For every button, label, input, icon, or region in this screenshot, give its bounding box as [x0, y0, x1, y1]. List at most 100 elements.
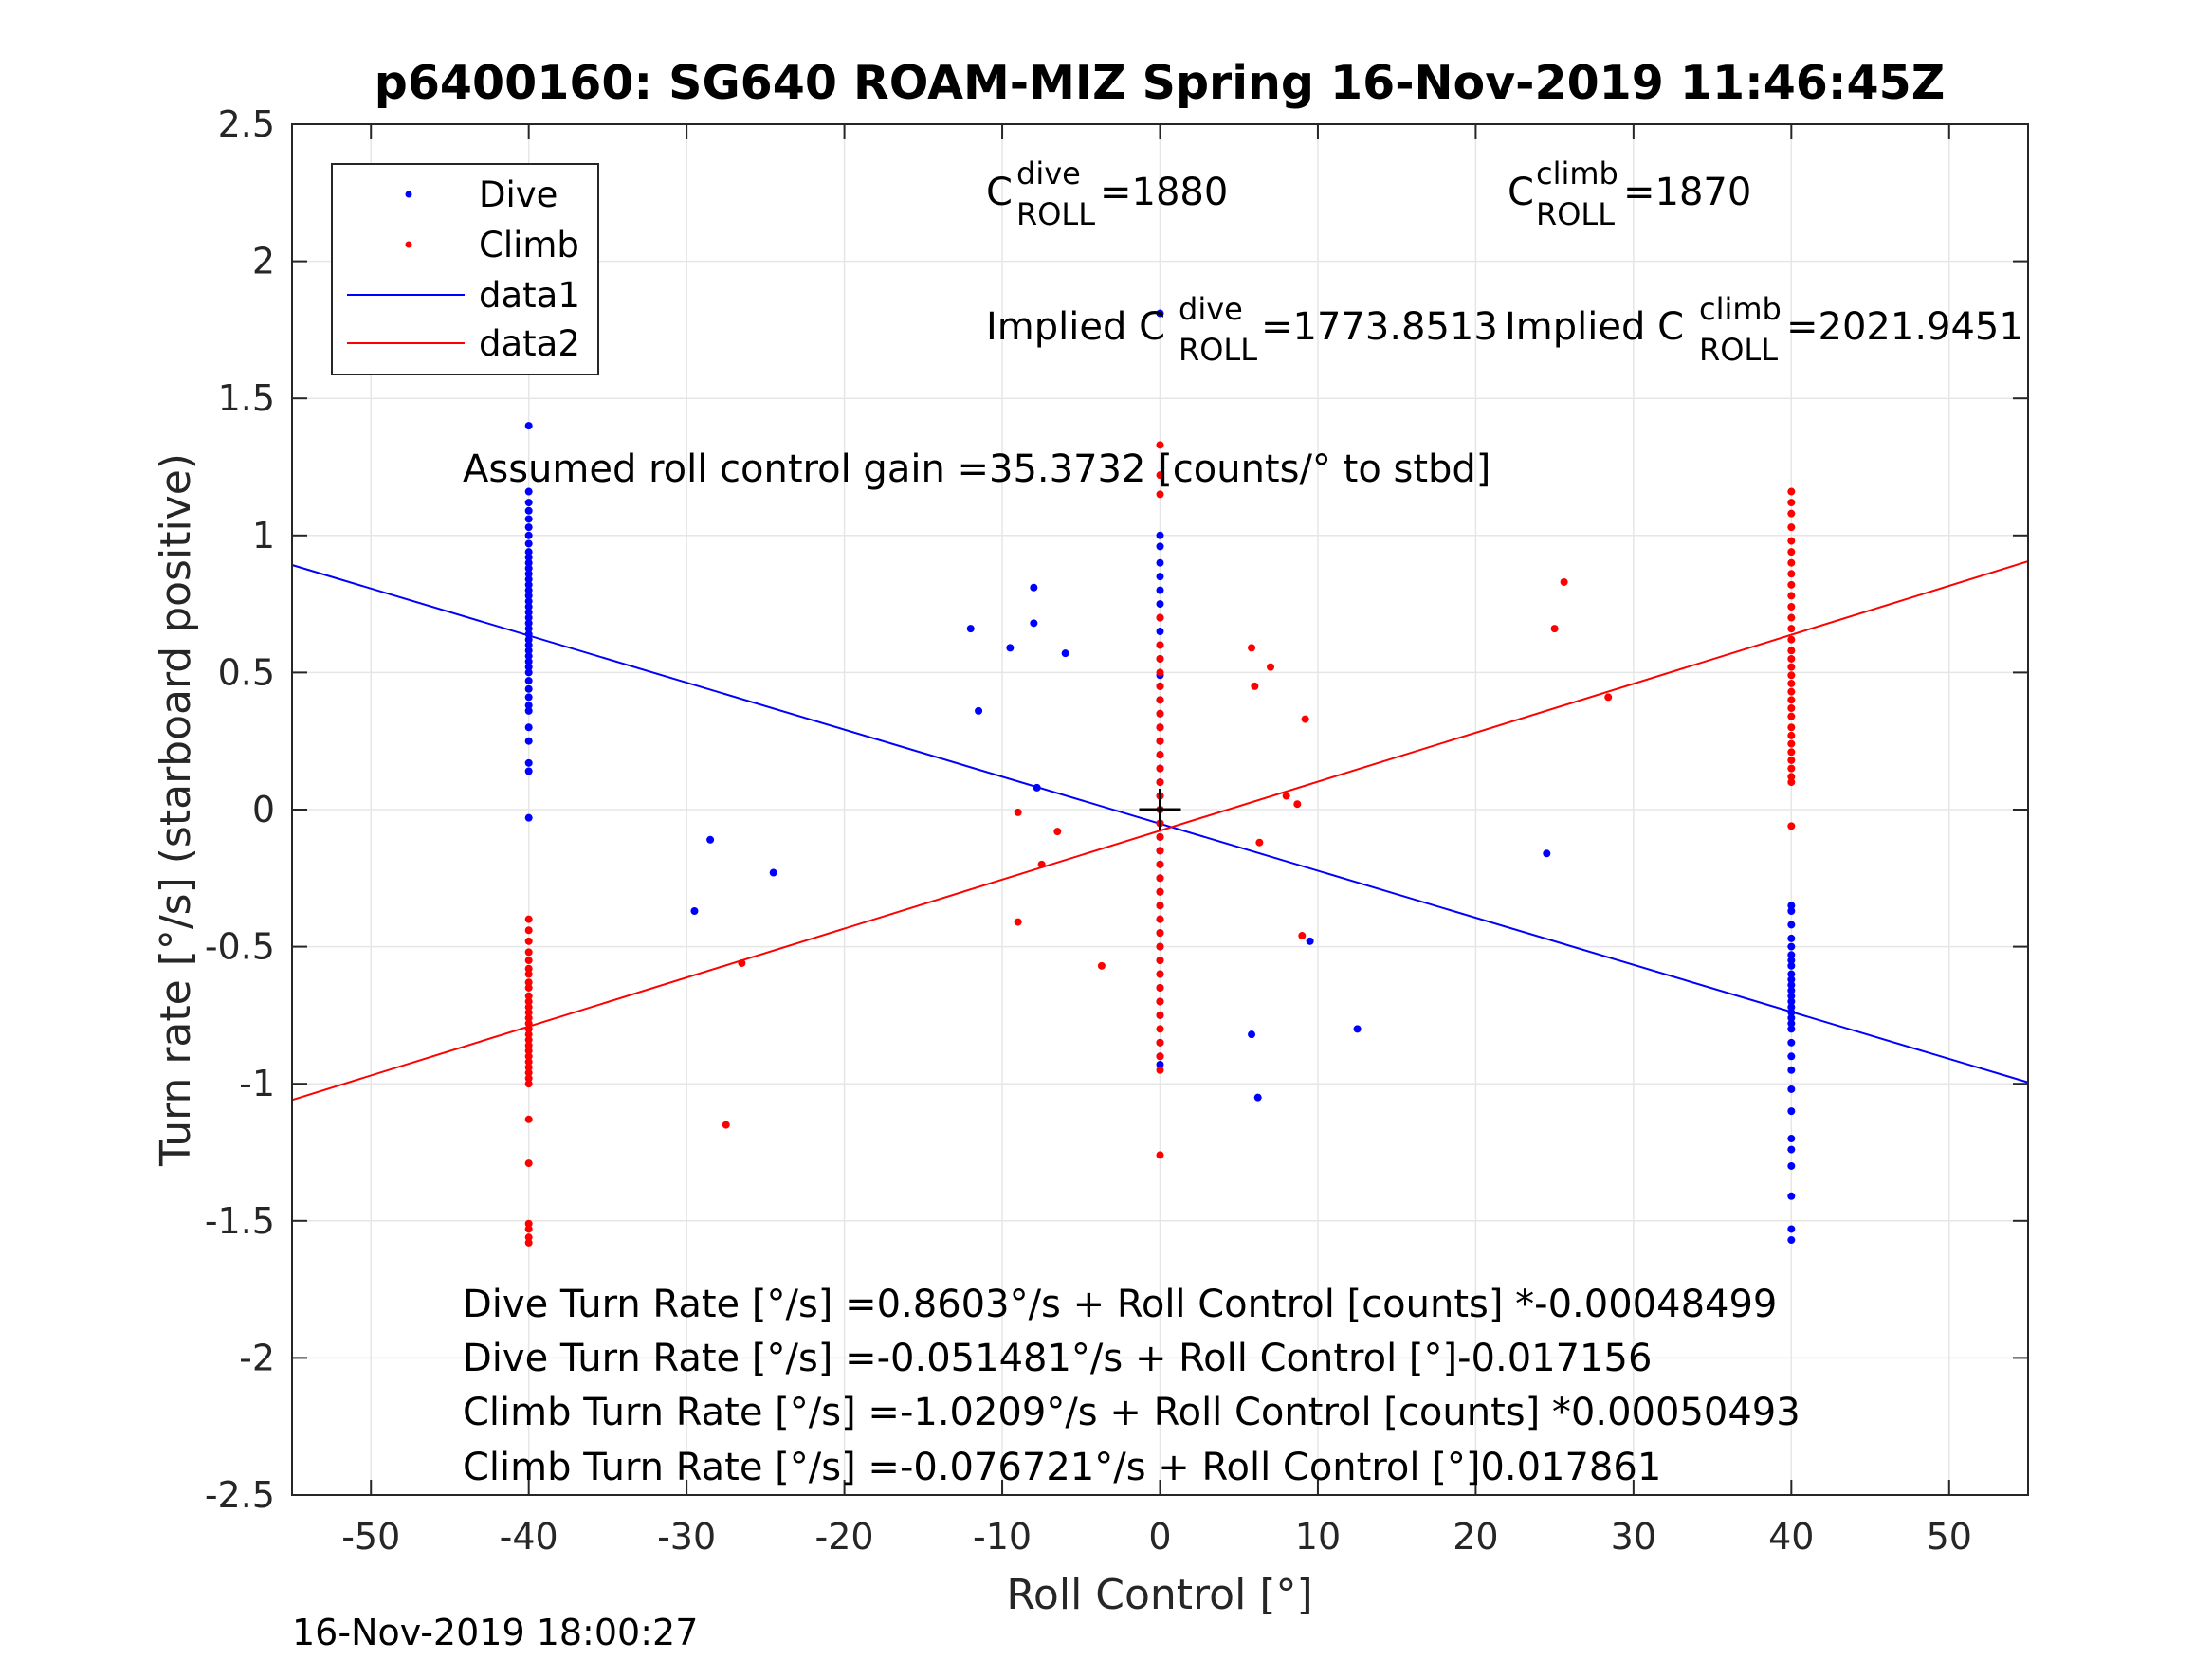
point-dive	[1787, 1025, 1796, 1033]
point-climb	[1787, 558, 1796, 567]
point-dive	[1787, 957, 1796, 965]
point-climb	[1156, 1151, 1164, 1159]
point-dive	[524, 737, 533, 745]
point-climb	[1156, 764, 1164, 773]
c-dive-value: =1880	[1100, 171, 1228, 214]
y-ticks: 2.5 2 1.5 1 0.5 0 -0.5 -1 -1.5 -2 -2.5	[205, 103, 2028, 1516]
point-climb	[1156, 874, 1164, 883]
implied-dive-sub: ROLL	[1179, 332, 1257, 368]
point-dive	[1787, 1066, 1796, 1074]
point-dive	[1156, 531, 1164, 539]
point-climb	[1787, 756, 1796, 764]
point-dive	[524, 539, 533, 548]
implied-dive-prefix: Implied C	[986, 305, 1165, 349]
point-dive	[524, 813, 533, 822]
point-dive	[1156, 1060, 1164, 1068]
point-dive	[524, 422, 533, 430]
point-climb	[524, 915, 533, 923]
point-climb	[1156, 970, 1164, 978]
point-dive	[1787, 1161, 1796, 1170]
point-dive	[1156, 586, 1164, 594]
chart-title: p6400160: SG640 ROAM-MIZ Spring 16-Nov-2…	[375, 56, 1945, 110]
point-dive	[1156, 542, 1164, 551]
point-climb	[1787, 592, 1796, 600]
x-tick-label: -10	[973, 1516, 1032, 1558]
point-dive	[1787, 921, 1796, 929]
equation-climb-degrees: Climb Turn Rate [°/s] =-0.076721°/s + Ro…	[463, 1446, 1661, 1489]
point-dive	[1787, 1085, 1796, 1093]
point-climb	[1787, 548, 1796, 556]
point-climb	[1156, 983, 1164, 992]
point-dive	[524, 668, 533, 677]
implied-dive-value: =1773.8513	[1261, 305, 1498, 349]
point-dive	[524, 515, 533, 523]
point-dive	[1156, 309, 1164, 318]
point-dive	[524, 487, 533, 496]
point-climb	[524, 1068, 533, 1077]
c-climb-sup: climb	[1536, 155, 1618, 191]
point-climb	[1156, 1011, 1164, 1019]
point-climb	[524, 1159, 533, 1168]
point-dive	[1033, 783, 1041, 792]
point-climb	[1787, 679, 1796, 687]
point-dive	[524, 608, 533, 616]
point-climb	[1787, 696, 1796, 704]
point-dive	[1787, 992, 1796, 1000]
point-climb	[1787, 625, 1796, 633]
point-climb	[1156, 915, 1164, 923]
point-climb	[1251, 682, 1259, 690]
c-climb-annotation: C climb ROLL =1870	[1508, 155, 1751, 232]
x-tick-label: 0	[1148, 1516, 1171, 1558]
point-dive	[524, 506, 533, 515]
point-climb	[524, 1047, 533, 1055]
point-climb	[1787, 764, 1796, 773]
point-dive	[1248, 1030, 1256, 1039]
x-tick-label: 40	[1768, 1516, 1814, 1558]
data-points	[524, 309, 1796, 1247]
point-dive	[524, 613, 533, 622]
point-climb	[1156, 1038, 1164, 1047]
point-climb	[524, 1030, 533, 1039]
point-dive	[1156, 558, 1164, 567]
y-tick-label: 1.5	[218, 377, 275, 419]
point-dive	[524, 647, 533, 655]
point-climb	[524, 1052, 533, 1061]
point-climb	[1787, 773, 1796, 781]
point-climb	[1787, 487, 1796, 496]
point-climb	[1156, 471, 1164, 480]
c-dive-sup: dive	[1016, 155, 1081, 191]
fit-line-data2	[291, 560, 2029, 1102]
point-climb	[524, 1225, 533, 1233]
implied-climb-sup: climb	[1699, 291, 1782, 327]
point-dive	[1353, 1025, 1362, 1033]
point-dive	[1787, 1145, 1796, 1154]
point-climb	[1156, 1025, 1164, 1033]
point-dive	[690, 907, 699, 916]
point-climb	[1787, 687, 1796, 696]
point-dive	[1787, 907, 1796, 916]
point-dive	[975, 706, 983, 715]
point-climb	[1787, 703, 1796, 712]
point-climb	[1560, 577, 1568, 586]
point-climb	[1301, 715, 1309, 723]
point-climb	[1787, 509, 1796, 518]
point-climb	[1787, 613, 1796, 622]
x-tick-label: 50	[1927, 1516, 1972, 1558]
point-dive	[1306, 937, 1314, 945]
point-dive	[524, 706, 533, 715]
point-climb	[524, 1025, 533, 1033]
point-climb	[1787, 731, 1796, 739]
point-dive	[524, 523, 533, 532]
gain-annotation: Assumed roll control gain =35.3732 [coun…	[463, 447, 1490, 491]
point-climb	[524, 1035, 533, 1044]
point-climb	[1156, 860, 1164, 868]
point-dive	[1787, 951, 1796, 959]
x-ticks: -50 -40 -30 -20 -10 0 10 20 30 40 50	[341, 124, 1972, 1558]
point-climb	[1156, 887, 1164, 896]
point-dive	[524, 702, 533, 710]
point-climb	[524, 948, 533, 957]
point-climb	[1298, 932, 1307, 940]
point-dive	[1787, 1107, 1796, 1116]
point-dive	[1787, 902, 1796, 910]
x-tick-label: 30	[1611, 1516, 1656, 1558]
